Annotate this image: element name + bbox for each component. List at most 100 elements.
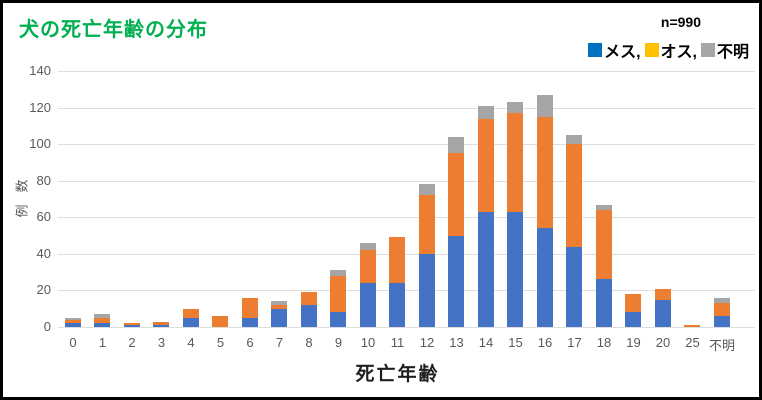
bar-segment-メス	[241, 317, 258, 327]
y-tick-label: 0	[43, 319, 51, 334]
x-tick-label: 16	[537, 335, 553, 350]
legend-item-不明: 不明	[700, 38, 749, 62]
bar-9	[330, 270, 347, 327]
bar-25	[684, 325, 701, 327]
bar-segment-オス	[300, 292, 317, 306]
bar-segment-オス	[153, 321, 170, 326]
bar-17	[566, 135, 583, 327]
gridline	[58, 217, 755, 219]
y-tick-label: 80	[36, 172, 51, 188]
bar-segment-オス	[654, 288, 671, 300]
bar-segment-オス	[713, 303, 730, 317]
legend-swatch-icon	[700, 43, 715, 57]
bar-segment-メス	[330, 312, 347, 327]
bar-segment-オス	[566, 144, 583, 247]
bar-segment-メス	[477, 211, 494, 327]
bar-16	[536, 94, 553, 327]
y-tick-label: 20	[36, 282, 51, 298]
gridline	[58, 253, 755, 255]
x-tick-label: 不明	[708, 338, 735, 353]
bar-14	[477, 105, 494, 327]
bar-8	[300, 292, 317, 327]
bar-5	[212, 316, 229, 327]
plot-area	[58, 71, 755, 328]
gridline	[58, 180, 755, 182]
bar-segment-不明	[477, 105, 494, 119]
bar-segment-不明	[271, 301, 288, 306]
legend-item-メス: メス,	[588, 38, 641, 62]
bar-0	[64, 317, 81, 327]
bar-segment-不明	[359, 242, 376, 251]
bar-segment-オス	[389, 237, 406, 284]
bar-11	[389, 237, 406, 327]
bar-segment-不明	[330, 270, 347, 276]
y-tick-label: 100	[29, 136, 51, 152]
x-tick-label: 5	[216, 335, 225, 350]
x-tick-label: 17	[567, 335, 582, 350]
y-tick-label: 120	[29, 99, 51, 115]
bar-segment-不明	[566, 135, 583, 145]
bar-12	[418, 184, 435, 327]
legend: メス, オス, 不明	[584, 38, 749, 62]
legend-swatch-icon	[588, 43, 603, 57]
y-axis-title: 例数	[14, 167, 30, 218]
gridline	[58, 144, 755, 146]
bar-segment-メス	[448, 235, 465, 327]
bar-6	[241, 297, 258, 327]
bar-15	[507, 102, 524, 327]
bar-19	[625, 294, 642, 327]
x-tick-label: 10	[360, 335, 376, 350]
bar-1	[94, 314, 111, 327]
x-tick-label: 19	[626, 335, 641, 350]
bar-segment-メス	[300, 305, 317, 327]
bar-segment-オス	[271, 305, 288, 309]
bar-10	[359, 242, 376, 327]
bar-7	[271, 301, 288, 327]
bar-segment-不明	[536, 94, 553, 117]
bar-segment-メス	[182, 317, 199, 327]
bar-segment-メス	[566, 246, 583, 327]
bar-segment-不明	[418, 184, 435, 196]
gridline	[58, 290, 755, 292]
bar-segment-オス	[625, 294, 642, 313]
bar-不明	[713, 297, 730, 327]
x-tick-label: 8	[305, 335, 313, 350]
legend-label: メス,	[604, 44, 641, 61]
bar-segment-オス	[359, 250, 376, 284]
bar-segment-メス	[536, 228, 553, 327]
bar-segment-オス	[536, 116, 553, 229]
bar-segment-メス	[123, 325, 140, 327]
bar-3	[153, 321, 170, 327]
bar-segment-オス	[684, 325, 701, 327]
x-tick-label: 9	[334, 335, 343, 350]
bar-segment-オス	[94, 317, 111, 324]
bar-segment-不明	[64, 317, 81, 320]
bar-segment-メス	[595, 279, 612, 327]
bar-segment-オス	[507, 113, 524, 212]
bar-2	[123, 323, 140, 327]
x-tick-label: 2	[128, 335, 136, 350]
x-tick-label: 1	[98, 335, 107, 350]
bar-segment-メス	[713, 316, 730, 327]
bar-segment-不明	[595, 204, 612, 210]
chart-title: 犬の死亡年齢の分布	[19, 19, 208, 41]
bar-segment-オス	[477, 118, 494, 212]
bar-segment-メス	[654, 299, 671, 327]
bar-segment-オス	[182, 308, 199, 318]
legend-label: 不明	[716, 44, 749, 61]
bar-segment-オス	[448, 153, 465, 236]
gridline	[58, 107, 755, 109]
bar-4	[182, 308, 199, 327]
bar-segment-不明	[507, 102, 524, 114]
x-axis-labels: 0 1 2 3 4 5 6 7 8 9 10 11 12 13 14 15 16 17 18 19 20 25 不明	[58, 335, 737, 353]
gridline	[58, 327, 755, 328]
bar-segment-オス	[123, 323, 140, 326]
x-tick-label: 20	[655, 335, 671, 350]
sample-size-annotation: n=990	[660, 14, 701, 30]
bar-20	[654, 288, 671, 327]
y-tick-label: 140	[29, 63, 51, 78]
bar-segment-オス	[212, 316, 229, 327]
legend-label: オス,	[660, 44, 697, 61]
x-tick-label: 12	[419, 335, 435, 350]
